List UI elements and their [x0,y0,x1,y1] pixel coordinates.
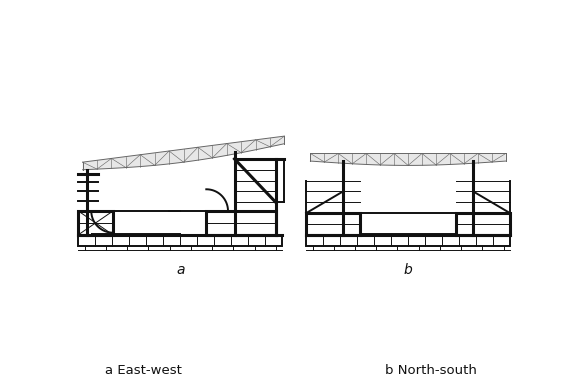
Polygon shape [311,154,506,165]
Text: a East-west: a East-west [105,364,182,377]
Text: b: b [404,263,413,277]
Bar [456,213,510,235]
Text: a: a [176,263,184,277]
Polygon shape [83,136,284,170]
Bar [78,235,282,246]
Bar [306,213,360,235]
Bar [206,211,276,235]
Text: b North-south: b North-south [385,364,476,377]
Bar [306,235,510,246]
Bar [78,211,113,235]
